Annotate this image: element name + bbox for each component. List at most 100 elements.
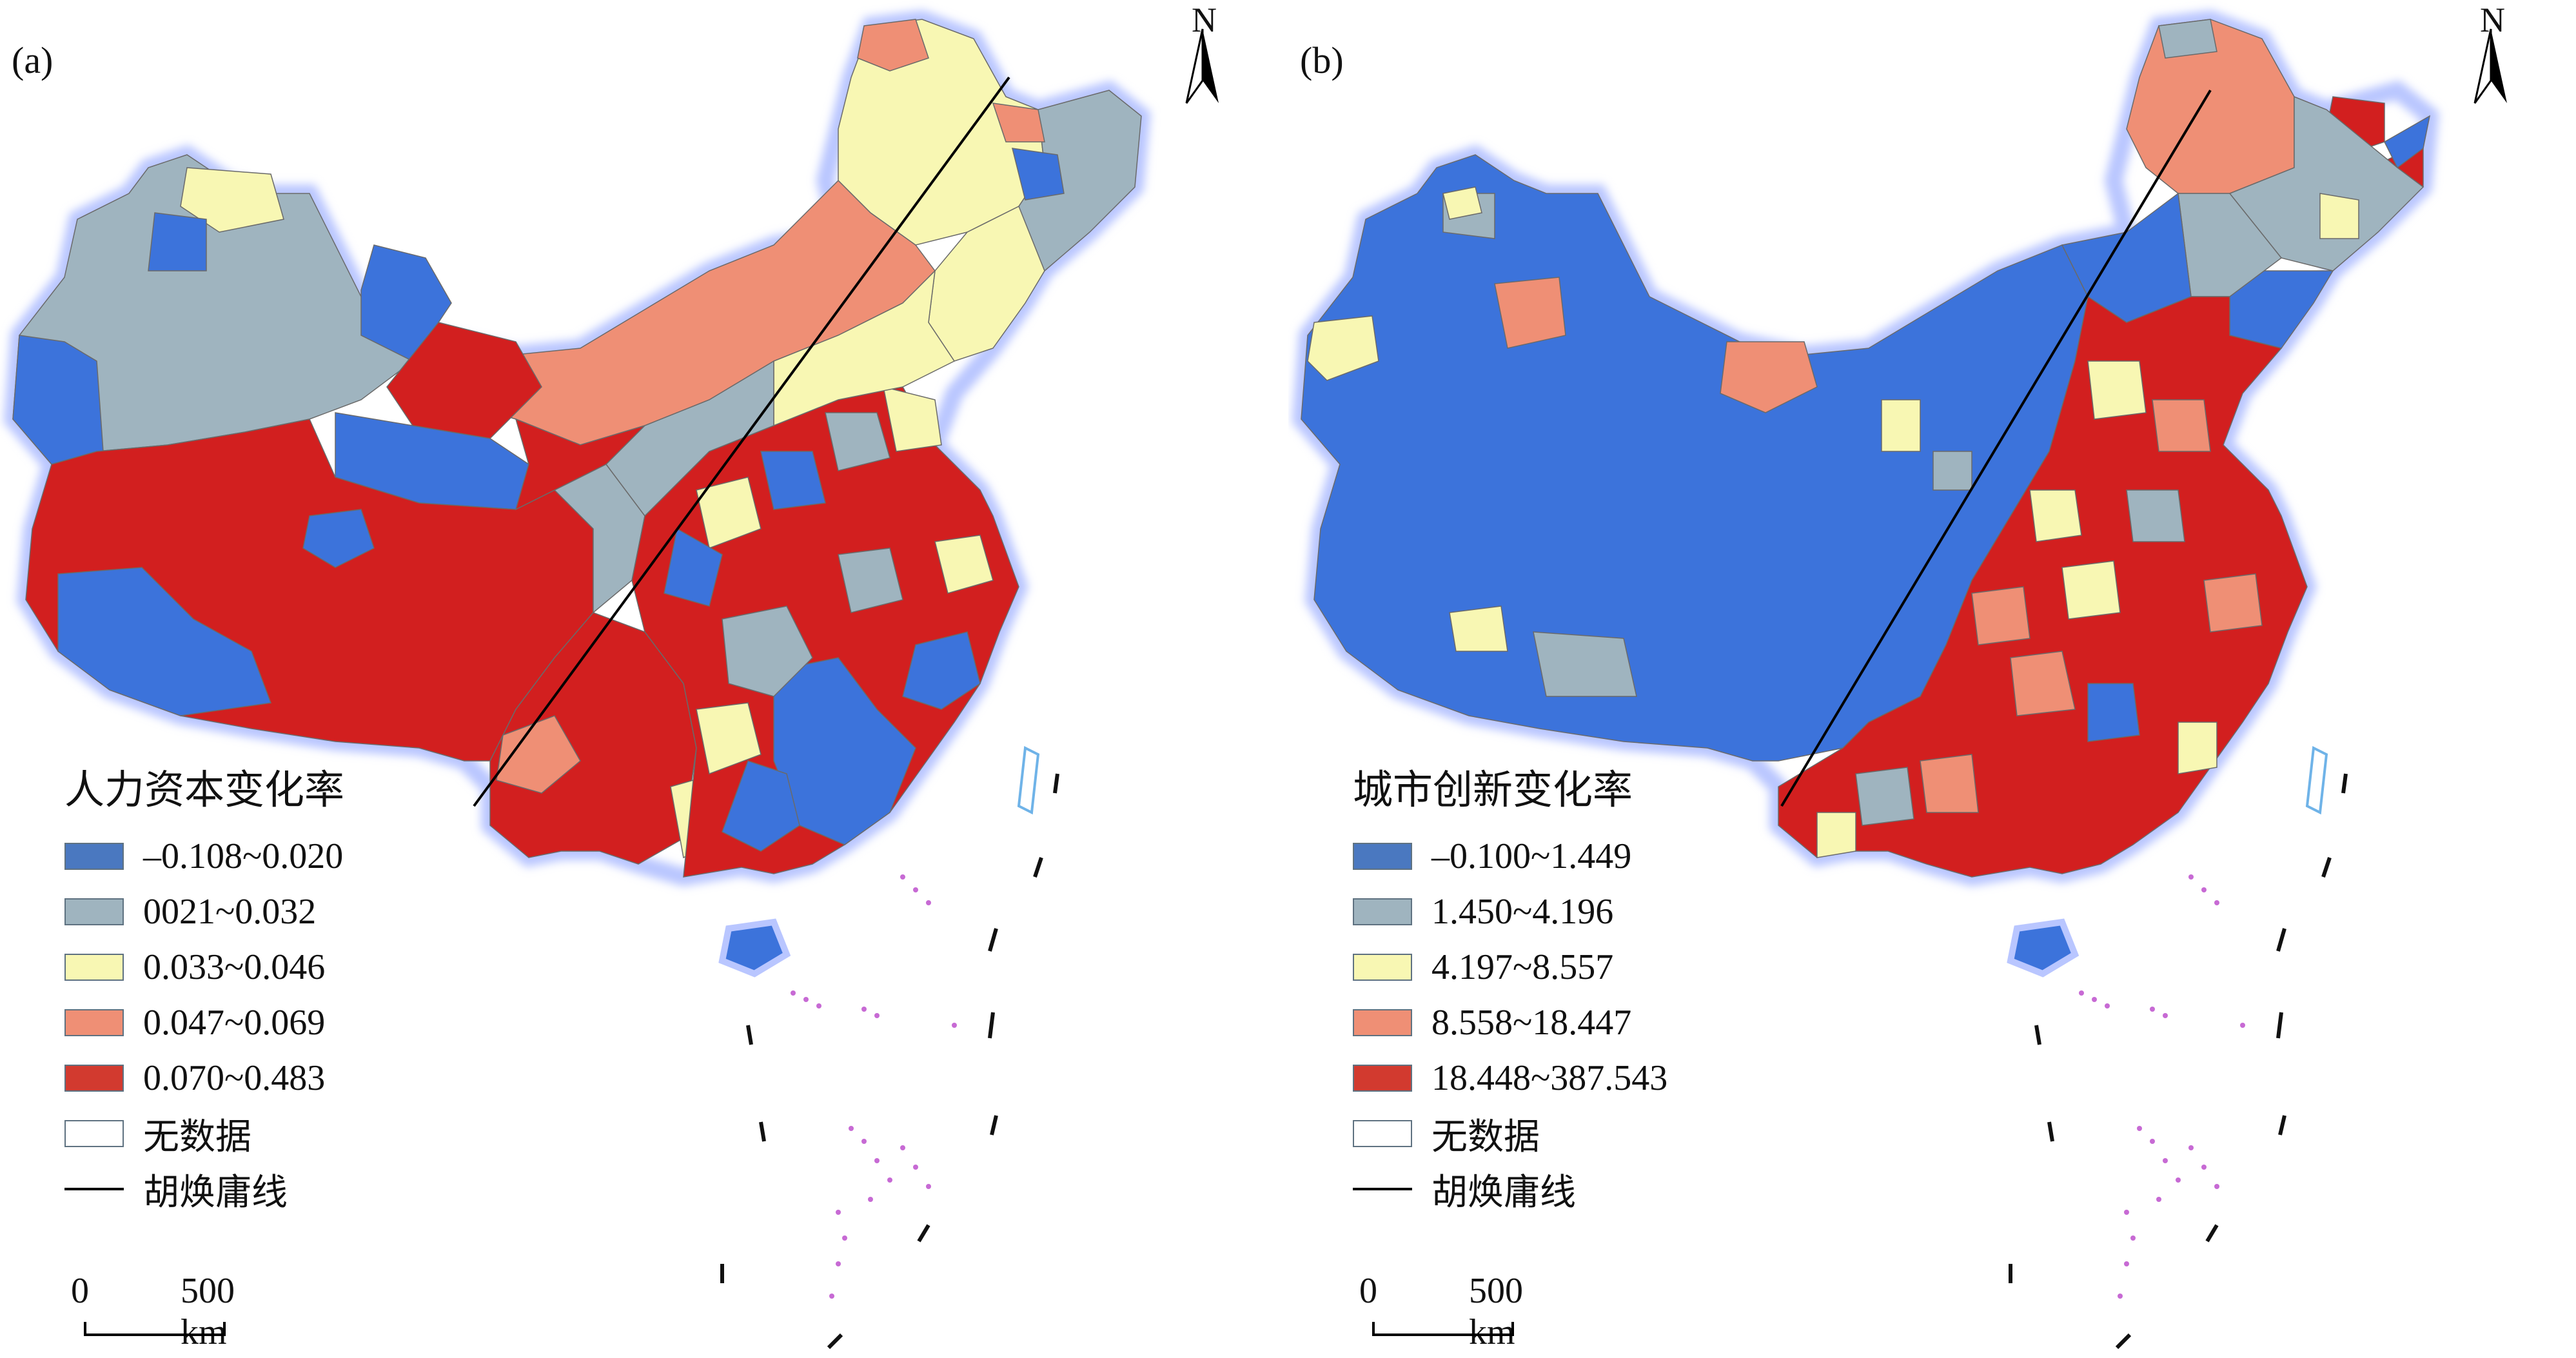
region-east-yellow-1 xyxy=(696,702,762,775)
region-east-gray-1 xyxy=(722,605,813,697)
region-ne-blue xyxy=(1012,148,1065,201)
region-taiwan xyxy=(1017,745,1040,815)
legend-item: –0.100~1.449 xyxy=(1353,829,1933,884)
legend-item: 4.197~8.557 xyxy=(1353,940,1933,995)
region-c-blue-1 xyxy=(2087,683,2140,742)
legend-item: 0.033~0.046 xyxy=(64,940,645,995)
region-tibet-yellow xyxy=(1449,605,1508,652)
legend-line-swatch xyxy=(1353,1188,1412,1190)
legend-swatch xyxy=(1353,843,1412,870)
south-sea-islands xyxy=(791,874,957,1299)
legend-label: 胡焕庸线 xyxy=(143,1172,288,1213)
legend-swatch xyxy=(1353,954,1412,981)
region-ne-orange xyxy=(992,103,1045,143)
legend-title: 人力资本变化率 xyxy=(64,766,345,813)
legend-item-no-data: 无数据 xyxy=(64,1106,645,1161)
region-heilongjiang-mix xyxy=(2228,95,2424,271)
region-c-gray-2 xyxy=(1855,767,1914,826)
north-arrow-icon xyxy=(2473,28,2507,104)
legend-item: 18.448~387.543 xyxy=(1353,1050,1933,1106)
legend-swatch xyxy=(1353,1120,1412,1147)
legend-line-swatch xyxy=(64,1188,124,1190)
panel-a: (a) N 人力资本变化率 –0.108~0.020 0021~0.032 0.… xyxy=(3,0,1232,1352)
region-east-yellow-4 xyxy=(934,535,994,594)
scale-line xyxy=(1372,1322,1514,1336)
scale-bar: 0 500 km xyxy=(1359,1270,1553,1352)
region-c-gray-1 xyxy=(2126,489,2185,542)
scale-zero: 0 xyxy=(71,1271,89,1311)
legend-item: –0.108~0.020 xyxy=(64,829,645,884)
region-east-blue-2 xyxy=(722,760,800,852)
region-gansu-yellow xyxy=(1881,399,1921,452)
region-c-orange-3 xyxy=(2203,573,2263,633)
scale-distance: 500 km xyxy=(181,1271,235,1352)
legend-label: 18.448~387.543 xyxy=(1431,1058,1668,1098)
region-xinjiang-blue-mid xyxy=(148,212,207,271)
nine-dash-line xyxy=(2009,773,2348,1350)
legend-item-line: 胡焕庸线 xyxy=(64,1161,645,1217)
north-arrow-icon xyxy=(1185,28,1219,104)
legend-label: 4.197~8.557 xyxy=(1431,947,1614,987)
region-xj-yellow-2 xyxy=(1442,186,1482,220)
region-c-yellow-1 xyxy=(2087,360,2147,420)
region-gansu-orange xyxy=(1720,341,1818,413)
legend-label: 0.047~0.069 xyxy=(143,1003,326,1043)
north-label: N xyxy=(1192,1,1217,39)
legend-swatch xyxy=(64,954,124,981)
map-b xyxy=(1292,10,2439,1350)
legend-item: 1.450~4.196 xyxy=(1353,884,1933,940)
legend-label: 0021~0.032 xyxy=(143,892,317,932)
panel-b: (b) N 城市创新变化率 –0.100~1.449 1.450~4.196 4… xyxy=(1288,0,2576,1358)
hu-huanyong-line xyxy=(473,76,1010,807)
region-north-china-yellow xyxy=(773,269,956,427)
region-ne-red-top xyxy=(857,19,929,72)
region-hainan xyxy=(718,918,791,978)
legend-swatch xyxy=(1353,1009,1412,1036)
panel-label: (a) xyxy=(12,39,54,81)
region-c-yellow-4 xyxy=(1816,812,1856,858)
legend-label: 无数据 xyxy=(143,1117,251,1157)
scale-distance: 500 km xyxy=(1469,1271,1523,1352)
north-arrow: N xyxy=(1174,0,1232,110)
region-c-orange-2 xyxy=(2010,651,2076,716)
legend-swatch xyxy=(64,1120,124,1147)
region-c-orange-5 xyxy=(1971,586,2030,645)
legend-label: 0.033~0.046 xyxy=(143,947,326,987)
region-ne-yellow xyxy=(2319,193,2359,239)
region-tibet-gray xyxy=(1533,631,1637,697)
region-east-yellow-2 xyxy=(696,477,762,549)
legend-swatch xyxy=(64,843,124,870)
legend-item: 0.070~0.483 xyxy=(64,1050,645,1106)
legend-label: 0.070~0.483 xyxy=(143,1058,326,1098)
region-c-yellow-5 xyxy=(2029,489,2082,542)
legend-item-line: 胡焕庸线 xyxy=(1353,1161,1933,1217)
region-east-blue-5 xyxy=(664,527,723,607)
north-arrow: N xyxy=(2462,0,2520,110)
legend-label: –0.100~1.449 xyxy=(1431,836,1632,876)
region-xj-orange xyxy=(1494,277,1566,349)
legend-label: 1.450~4.196 xyxy=(1431,892,1614,932)
region-c-yellow-3 xyxy=(2178,722,2217,774)
region-taiwan xyxy=(2305,745,2328,815)
scale-bar: 0 500 km xyxy=(71,1270,264,1352)
legend-swatch xyxy=(64,1065,124,1092)
legend-title: 城市创新变化率 xyxy=(1353,766,1633,813)
scale-zero: 0 xyxy=(1359,1271,1377,1311)
panel-label: (b) xyxy=(1300,39,1344,81)
region-gansu-red xyxy=(515,418,645,511)
region-east-gray-2 xyxy=(825,412,890,471)
legend-item: 0.047~0.069 xyxy=(64,995,645,1050)
south-sea-islands xyxy=(2079,874,2245,1299)
region-xj-yellow xyxy=(1307,315,1379,381)
hu-huanyong-line xyxy=(1780,89,2212,807)
region-c-orange-4 xyxy=(1920,754,1979,813)
region-east-gray-3 xyxy=(838,547,903,613)
north-label: N xyxy=(2480,1,2505,39)
legend-label: 无数据 xyxy=(1431,1117,1540,1157)
region-ne-gray xyxy=(2158,19,2217,59)
legend-label: –0.108~0.020 xyxy=(143,836,344,876)
legend-swatch xyxy=(1353,898,1412,925)
legend-label: 8.558~18.447 xyxy=(1431,1003,1632,1043)
scale-line xyxy=(84,1322,226,1336)
region-c-yellow-2 xyxy=(2061,560,2121,620)
